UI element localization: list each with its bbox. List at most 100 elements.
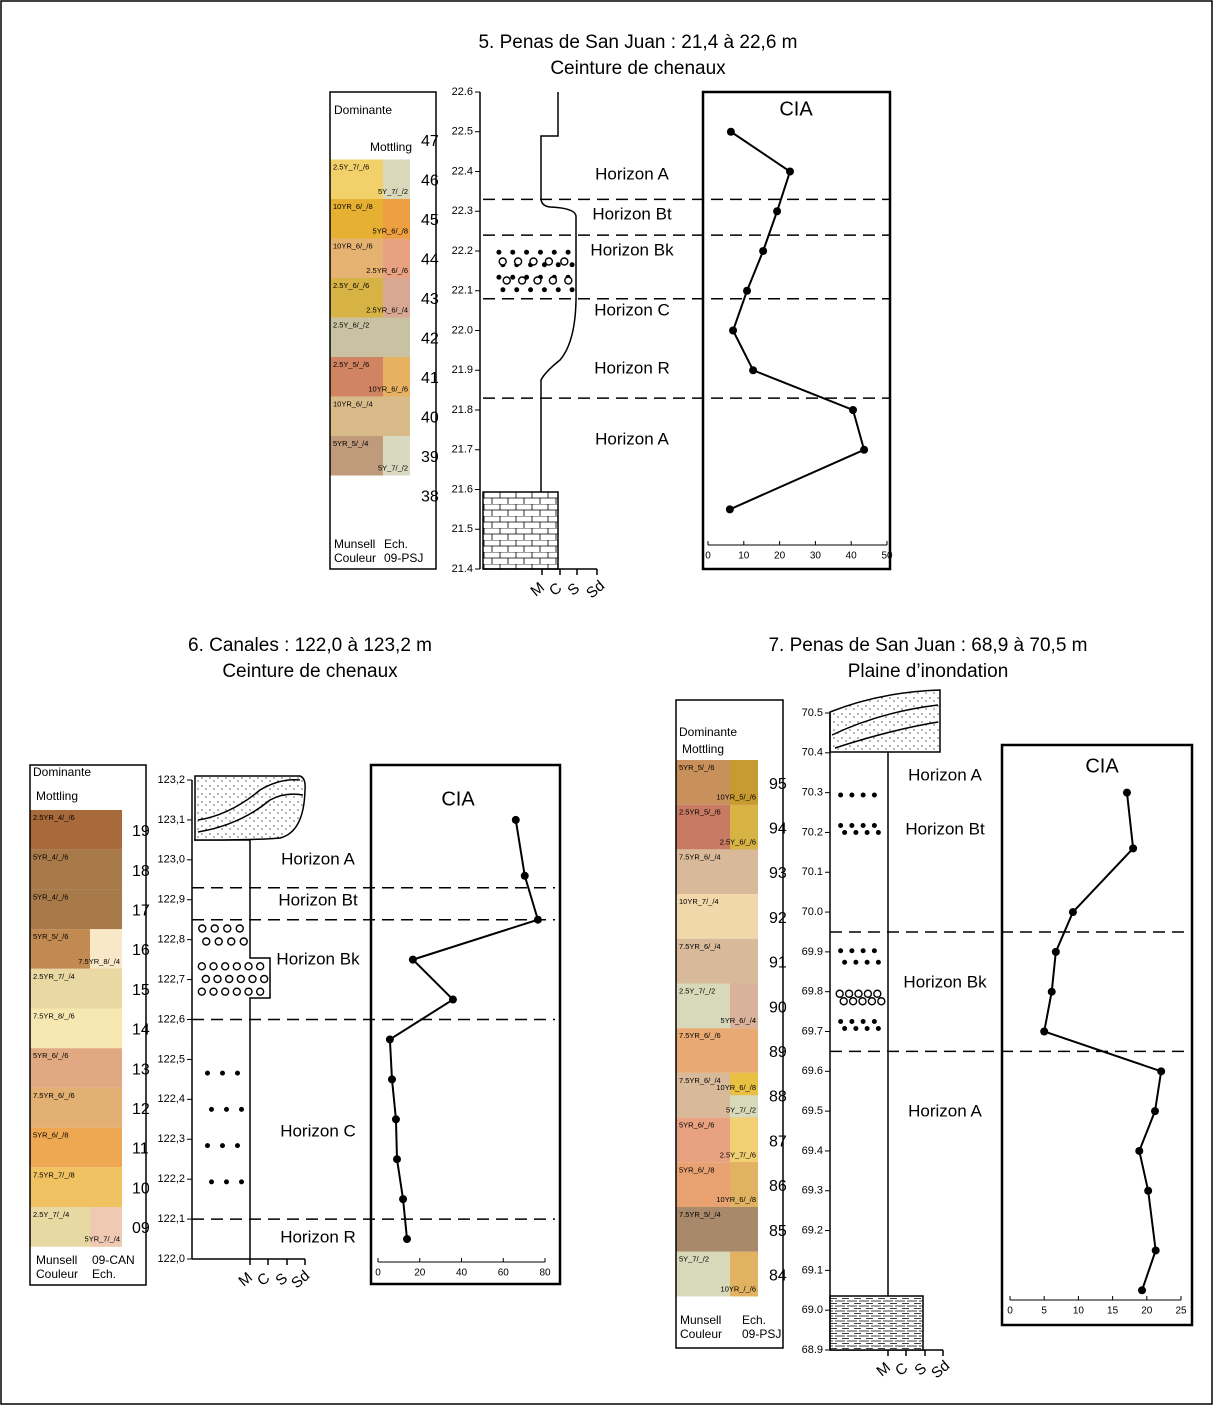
nodule bbox=[864, 1025, 870, 1031]
sample-id: 40 bbox=[421, 409, 439, 426]
panel-subtitle: Plaine d’inondation bbox=[848, 661, 1009, 682]
cia-box bbox=[1000, 743, 1194, 1327]
nodule bbox=[223, 1179, 229, 1185]
nodule bbox=[860, 1019, 866, 1025]
cia-box bbox=[369, 763, 562, 1286]
grain-scale bbox=[483, 568, 598, 575]
depth-tick-label: 22.4 bbox=[452, 165, 473, 177]
munsell-label: 5YR_6/_/8 bbox=[373, 226, 408, 235]
horizon-label: Horizon A bbox=[281, 849, 355, 868]
nodule bbox=[255, 987, 265, 996]
cia-tick-label: 0 bbox=[705, 551, 711, 562]
nodule bbox=[875, 959, 881, 965]
sample-id: 09 bbox=[132, 1220, 150, 1237]
nodule bbox=[838, 1019, 844, 1025]
limestone bbox=[482, 491, 559, 570]
munsell-label: 7.5YR_6/_/6 bbox=[679, 1031, 721, 1040]
munsell-mottling bbox=[730, 1072, 758, 1096]
munsell-label: 5YR_6/_/8 bbox=[33, 1131, 68, 1140]
nodule bbox=[838, 823, 844, 829]
cia-point bbox=[392, 1155, 401, 1164]
munsell-mottling bbox=[730, 1117, 758, 1163]
cia-tick-label: 15 bbox=[1107, 1306, 1119, 1317]
nodule bbox=[849, 1019, 855, 1025]
munsell-label: 5Y_7/_/2 bbox=[378, 187, 408, 196]
cia-tick-label: 0 bbox=[1007, 1306, 1013, 1317]
munsell-mottling bbox=[383, 278, 410, 318]
depth-tick-label: 69.2 bbox=[802, 1224, 823, 1236]
depth-tick-label: 122,8 bbox=[157, 934, 185, 946]
nodule bbox=[248, 974, 257, 984]
column-footer: Munsell bbox=[36, 1253, 77, 1267]
munsell-label: 7.5YR_6/_/4 bbox=[679, 852, 721, 861]
nodule bbox=[204, 1070, 210, 1076]
nodule bbox=[877, 997, 886, 1006]
cia-point bbox=[1157, 1067, 1166, 1076]
panel-title: 5. Penas de San Juan : 21,4 à 22,6 m bbox=[478, 32, 797, 53]
nodule bbox=[234, 1070, 240, 1076]
nodule bbox=[197, 962, 207, 971]
sample-id: 93 bbox=[769, 865, 787, 882]
cia-tick-label: 30 bbox=[810, 551, 822, 562]
horizon-label: Horizon A bbox=[908, 765, 982, 784]
depth-tick-label: 123,0 bbox=[157, 854, 185, 866]
sample-id: 12 bbox=[132, 1101, 150, 1118]
sample-id: 14 bbox=[132, 1022, 150, 1039]
depth-tick-label: 21.5 bbox=[452, 523, 473, 535]
munsell-dominant bbox=[330, 396, 410, 436]
cia-tick-label: 40 bbox=[456, 1268, 468, 1279]
nodule bbox=[510, 249, 516, 255]
nodule bbox=[835, 989, 844, 998]
nodule bbox=[842, 1025, 848, 1031]
sample-id: 17 bbox=[132, 902, 150, 919]
cia-point bbox=[520, 871, 529, 880]
sample-id: 88 bbox=[769, 1089, 787, 1106]
nodule bbox=[548, 276, 558, 285]
horizon-label: Horizon A bbox=[595, 164, 669, 183]
nodule bbox=[223, 1106, 229, 1112]
nodule bbox=[863, 989, 873, 998]
munsell-column bbox=[329, 91, 437, 570]
munsell-mottling bbox=[730, 804, 758, 850]
nodule bbox=[875, 830, 881, 836]
nodules bbox=[197, 249, 886, 1185]
munsell-label: 2.5Y_7/_/6 bbox=[333, 162, 369, 171]
munsell-label: 7.5YR_6/_/4 bbox=[679, 1076, 721, 1085]
nodule bbox=[202, 937, 211, 946]
munsell-mottling bbox=[730, 1162, 758, 1207]
nodule bbox=[213, 974, 222, 984]
cia-tick-label: 10 bbox=[738, 551, 750, 562]
nodule bbox=[853, 959, 859, 965]
column-header: Mottling bbox=[370, 140, 412, 154]
munsell-label: 5YR_6/_/8 bbox=[679, 1165, 714, 1174]
munsell-mottling bbox=[383, 199, 410, 239]
cia-point bbox=[1135, 1146, 1144, 1155]
cia-tick-label: 10 bbox=[1073, 1306, 1085, 1317]
horizon-label: Horizon Bk bbox=[276, 949, 360, 968]
munsell-label: 7.5YR_6/_/6 bbox=[33, 1091, 75, 1100]
munsell-label: 7.5YR_6/_/4 bbox=[679, 942, 721, 951]
nodule bbox=[232, 962, 242, 971]
nodule bbox=[502, 276, 511, 285]
sample-id: 39 bbox=[421, 449, 439, 466]
munsell-label: 5YR_4/_/6 bbox=[33, 892, 68, 901]
sample-id: 13 bbox=[132, 1061, 150, 1078]
munsell-mottling bbox=[730, 983, 758, 1029]
depth-tick-label: 21.7 bbox=[452, 444, 473, 456]
nodule bbox=[839, 997, 848, 1006]
nodule bbox=[858, 997, 867, 1006]
sample-id: 46 bbox=[421, 172, 439, 189]
cia-box bbox=[701, 90, 892, 571]
nodule bbox=[864, 830, 870, 836]
nodule bbox=[564, 276, 573, 285]
munsell-label: 2.5YR_6/_/6 bbox=[366, 266, 408, 275]
nodule bbox=[844, 989, 854, 998]
munsell-dominant bbox=[30, 810, 122, 850]
column-footer: Ech. bbox=[742, 1313, 766, 1327]
nodule bbox=[224, 974, 234, 984]
cia-point bbox=[385, 1035, 394, 1044]
nodule bbox=[513, 257, 523, 266]
depth-tick-label: 21.9 bbox=[452, 364, 473, 376]
nodule bbox=[223, 924, 232, 933]
nodule bbox=[220, 987, 230, 996]
